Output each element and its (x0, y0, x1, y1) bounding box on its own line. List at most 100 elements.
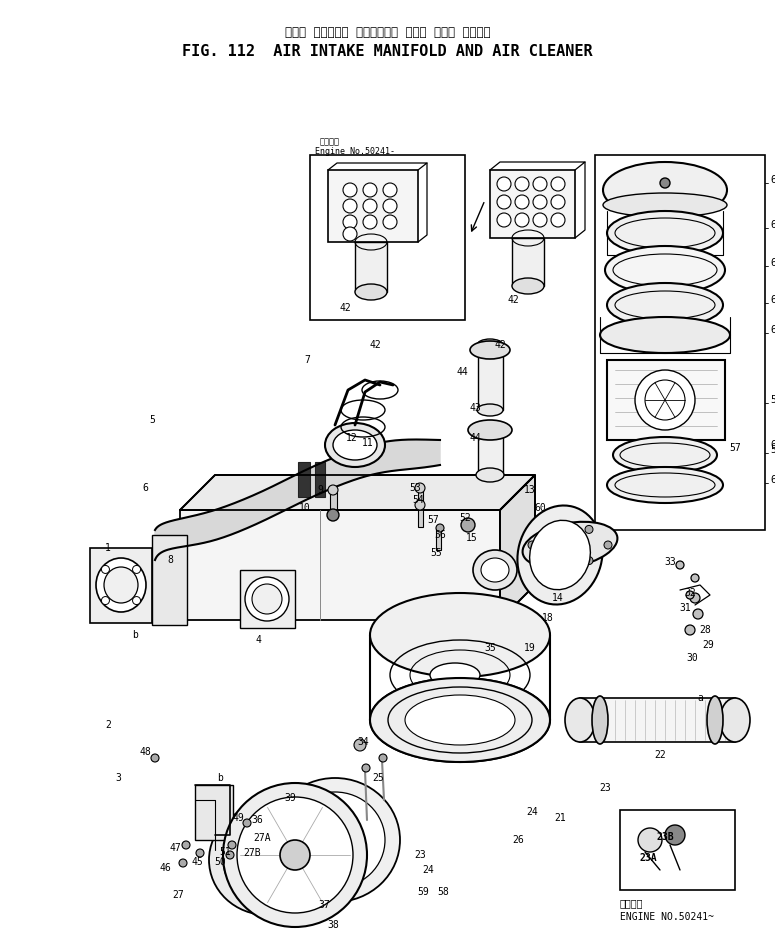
Ellipse shape (693, 609, 703, 619)
Text: 40: 40 (452, 747, 464, 757)
Ellipse shape (585, 556, 593, 565)
Text: 15: 15 (466, 533, 478, 543)
Ellipse shape (547, 525, 555, 533)
Text: 58: 58 (437, 887, 449, 897)
Polygon shape (500, 475, 535, 620)
Ellipse shape (343, 227, 357, 241)
Text: 26: 26 (512, 835, 524, 845)
Text: 50: 50 (214, 857, 226, 867)
Text: 52: 52 (459, 513, 471, 523)
Ellipse shape (333, 430, 377, 460)
Ellipse shape (515, 213, 529, 227)
Ellipse shape (691, 574, 699, 582)
Bar (595, 155, 765, 530)
Text: Engine No.50241-: Engine No.50241- (315, 147, 395, 156)
Ellipse shape (370, 678, 550, 762)
Text: 27: 27 (172, 890, 184, 900)
Ellipse shape (370, 593, 550, 677)
Ellipse shape (551, 213, 565, 227)
Ellipse shape (383, 183, 397, 197)
Ellipse shape (565, 698, 595, 742)
Ellipse shape (325, 423, 385, 467)
Bar (310, 155, 465, 320)
Text: 3: 3 (115, 773, 121, 783)
Ellipse shape (676, 561, 684, 569)
Text: 19: 19 (524, 643, 536, 653)
Ellipse shape (102, 566, 109, 573)
Text: 42: 42 (369, 340, 381, 350)
Text: 62: 62 (770, 325, 775, 335)
Ellipse shape (607, 283, 723, 327)
Ellipse shape (228, 841, 236, 849)
Bar (418, 507, 423, 527)
Ellipse shape (592, 696, 608, 744)
Ellipse shape (327, 509, 339, 521)
Bar (490, 170, 575, 238)
Bar (620, 810, 735, 890)
Ellipse shape (685, 625, 695, 635)
Ellipse shape (515, 177, 529, 191)
Text: 21: 21 (554, 813, 566, 823)
Ellipse shape (512, 278, 544, 294)
Ellipse shape (405, 695, 515, 745)
Text: 67: 67 (770, 440, 775, 450)
Text: 9: 9 (317, 485, 323, 495)
Ellipse shape (363, 183, 377, 197)
Ellipse shape (497, 177, 511, 191)
Ellipse shape (635, 370, 695, 430)
Ellipse shape (518, 506, 603, 604)
Text: b: b (217, 773, 223, 783)
Ellipse shape (603, 162, 727, 218)
Text: 27B: 27B (243, 848, 261, 858)
Text: 29: 29 (702, 640, 714, 650)
Text: 51: 51 (770, 395, 775, 405)
Text: 適用号等: 適用号等 (620, 898, 643, 908)
Ellipse shape (252, 584, 282, 614)
Ellipse shape (430, 663, 480, 687)
Text: 45: 45 (191, 857, 203, 867)
Bar (580, 698, 735, 742)
Ellipse shape (476, 468, 504, 482)
Text: 8: 8 (167, 555, 173, 565)
Ellipse shape (522, 522, 618, 568)
Ellipse shape (603, 193, 727, 217)
Text: エアー  インテーク  マニホールド  および  エアー  クリーナ: エアー インテーク マニホールド および エアー クリーナ (284, 25, 491, 39)
Ellipse shape (604, 541, 612, 549)
Ellipse shape (473, 550, 517, 590)
Text: 4: 4 (255, 635, 261, 645)
Polygon shape (180, 475, 535, 510)
Ellipse shape (607, 467, 723, 503)
Text: 31: 31 (679, 603, 691, 613)
Text: 27A: 27A (253, 833, 270, 843)
Text: 23B: 23B (656, 832, 673, 842)
Text: 41: 41 (396, 743, 408, 753)
Ellipse shape (285, 792, 385, 888)
Text: 60: 60 (534, 503, 546, 513)
Ellipse shape (436, 524, 444, 532)
Text: b: b (132, 630, 138, 640)
Bar (90, 548, 152, 623)
Text: 23: 23 (414, 850, 426, 860)
Text: 56: 56 (434, 530, 446, 540)
Text: 46: 46 (159, 863, 170, 873)
Ellipse shape (551, 195, 565, 209)
Bar (512, 238, 544, 286)
Text: 57: 57 (427, 515, 439, 525)
Text: 35: 35 (484, 643, 496, 653)
Ellipse shape (245, 577, 289, 621)
Ellipse shape (638, 828, 662, 852)
Bar (607, 360, 725, 440)
Ellipse shape (515, 195, 529, 209)
Ellipse shape (355, 284, 387, 300)
Text: 47: 47 (169, 843, 181, 853)
Bar (152, 535, 187, 625)
Text: 12: 12 (346, 433, 358, 443)
Ellipse shape (461, 518, 475, 532)
Ellipse shape (497, 213, 511, 227)
Text: 34: 34 (357, 737, 369, 747)
Bar (436, 528, 441, 550)
Text: 43: 43 (469, 403, 480, 413)
Text: a: a (697, 693, 703, 703)
Ellipse shape (209, 805, 325, 915)
Ellipse shape (328, 485, 338, 495)
